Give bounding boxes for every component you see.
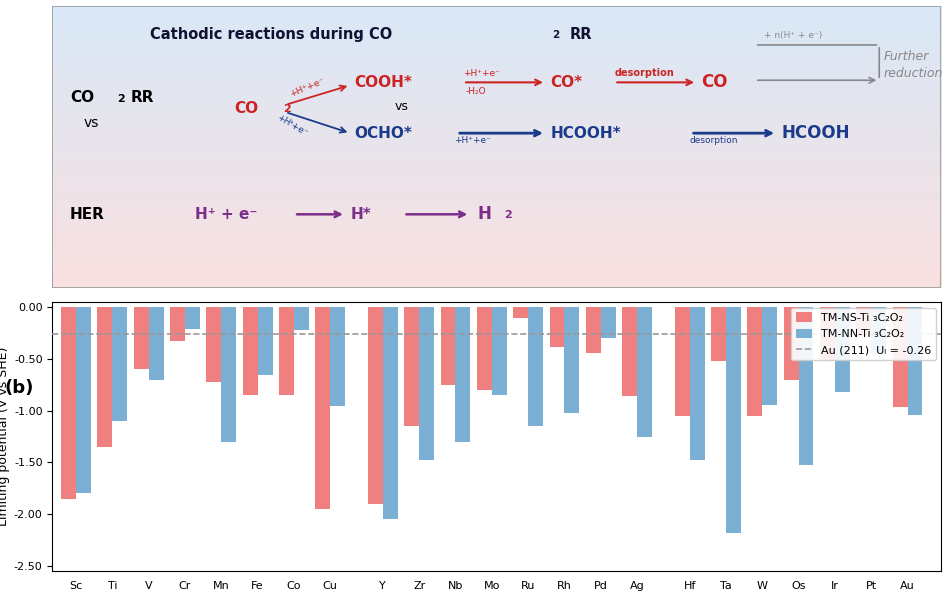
Text: COOH*: COOH* — [355, 75, 413, 90]
Text: H*: H* — [350, 207, 371, 222]
Text: CO: CO — [235, 101, 259, 116]
Y-axis label: Limiting potential (V vs SHE): Limiting potential (V vs SHE) — [0, 347, 10, 526]
Text: desorption: desorption — [614, 68, 674, 78]
Bar — [711, 308, 726, 361]
Bar — [893, 308, 907, 406]
Bar — [440, 308, 456, 385]
Text: OCHO*: OCHO* — [355, 126, 413, 141]
Text: (b): (b) — [5, 379, 34, 397]
Text: -H₂O: -H₂O — [466, 87, 486, 96]
Text: HCOOH*: HCOOH* — [551, 126, 621, 141]
Bar — [492, 308, 507, 395]
Text: RR: RR — [130, 90, 154, 106]
Text: 2: 2 — [504, 210, 512, 220]
Bar — [294, 308, 309, 330]
Text: 2: 2 — [283, 104, 291, 114]
Bar — [383, 308, 398, 519]
Bar — [586, 308, 601, 353]
Bar — [871, 308, 886, 353]
Bar — [258, 308, 273, 375]
Bar — [784, 308, 799, 379]
Bar — [675, 308, 689, 416]
Text: Further: Further — [883, 50, 929, 63]
Bar — [185, 308, 200, 329]
Text: +H⁺+e⁻: +H⁺+e⁻ — [463, 69, 500, 78]
Bar — [622, 308, 637, 396]
Text: Cathodic reactions during CO: Cathodic reactions during CO — [150, 27, 393, 42]
Bar — [856, 308, 871, 336]
Text: CO*: CO* — [551, 75, 582, 90]
Text: desorption: desorption — [689, 136, 738, 145]
Bar — [206, 308, 222, 382]
Bar — [316, 308, 330, 509]
Text: +H⁺+e⁻: +H⁺+e⁻ — [288, 76, 325, 99]
Bar — [148, 308, 164, 379]
Text: RR: RR — [570, 27, 592, 42]
Text: reduction: reduction — [883, 67, 943, 80]
Bar — [637, 308, 652, 437]
Bar — [550, 308, 564, 347]
Bar — [279, 308, 294, 395]
Bar — [222, 308, 236, 442]
Text: HER: HER — [70, 207, 105, 222]
Bar — [820, 308, 835, 361]
Text: ⁺+e⁻: ⁺+e⁻ — [285, 119, 309, 138]
Bar — [243, 308, 258, 395]
Text: H: H — [477, 205, 492, 223]
Bar — [564, 308, 579, 413]
Bar — [835, 308, 850, 392]
Text: vs: vs — [84, 115, 99, 130]
Bar — [514, 308, 528, 317]
Bar — [330, 308, 345, 406]
Bar — [747, 308, 763, 416]
Bar — [601, 308, 615, 338]
Text: +H: +H — [275, 113, 291, 128]
Text: +H⁺+e⁻: +H⁺+e⁻ — [455, 136, 491, 145]
Bar — [456, 308, 471, 442]
Bar — [112, 308, 127, 421]
Bar — [689, 308, 705, 460]
Bar — [134, 308, 148, 370]
Text: + n(H⁺ + e⁻): + n(H⁺ + e⁻) — [764, 31, 822, 41]
Bar — [763, 308, 777, 405]
Text: 2: 2 — [117, 93, 125, 104]
Bar — [170, 308, 185, 341]
Legend: TM-NS-Ti ₃C₂O₂, TM-NN-Ti ₃C₂O₂, Au (211)  Uₗ = -0.26: TM-NS-Ti ₃C₂O₂, TM-NN-Ti ₃C₂O₂, Au (211)… — [791, 308, 936, 360]
Bar — [76, 308, 91, 494]
Bar — [419, 308, 434, 460]
Text: CO: CO — [70, 90, 94, 106]
Text: CO: CO — [702, 73, 728, 91]
Bar — [368, 308, 383, 504]
Bar — [907, 308, 922, 415]
Bar — [61, 308, 76, 499]
Bar — [799, 308, 813, 465]
Bar — [726, 308, 741, 533]
Bar — [404, 308, 419, 426]
Text: H⁺ + e⁻: H⁺ + e⁻ — [195, 207, 257, 222]
Text: vs: vs — [395, 100, 409, 113]
Text: HCOOH: HCOOH — [782, 124, 850, 142]
Bar — [97, 308, 112, 447]
Bar — [528, 308, 543, 426]
Text: 2: 2 — [552, 30, 559, 40]
Bar — [476, 308, 492, 390]
